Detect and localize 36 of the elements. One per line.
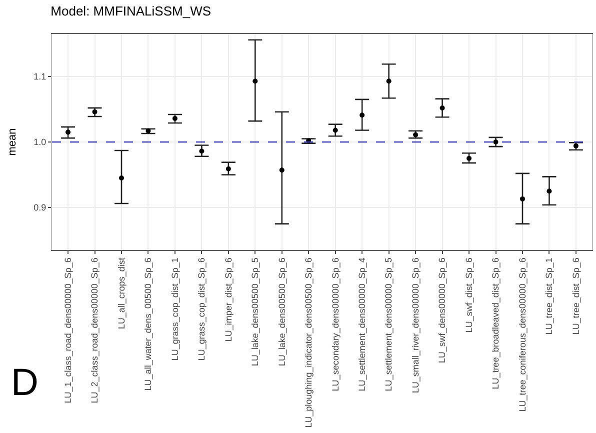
x-tick-label: LU_secondary_dens00000_Sp_6 [330,258,340,392]
x-tick-label: LU_lake_dens00500_Sp_6 [276,258,287,366]
point [360,112,365,118]
x-tick-label: LU_settlement_dens00000_Sp_5 [384,258,394,392]
y-tick-label: 0.9 [34,202,46,213]
y-axis-title: mean [6,128,18,156]
x-tick-label: LU_lake_dens00500_Sp_5 [250,258,260,366]
point [546,188,552,194]
y-tick-label: 1.0 [34,137,46,148]
point [252,78,258,84]
x-tick-label: LU_small_river_dens00000_Sp_6 [410,258,420,394]
x-tick-label: LU_imper_dist_Sp_6 [223,258,234,342]
x-tick-label: LU_all_crops_dist [116,257,126,330]
chart-title: Model: MMFINALiSSM_WS [50,4,212,19]
point [386,78,392,84]
x-tick-label: LU_ploughing_indicator_dens00500_Sp_6 [304,258,314,428]
x-tick-label: LU_grass_cop_dist_Sp_6 [196,258,207,361]
x-tick-label: LU_swf_dist_Sp_6 [464,258,474,333]
x-tick-label: LU_tree_dist_Sp_6 [570,258,581,335]
point [413,132,418,138]
x-tick-label: LU_all_water_dens_00500_Sp_6 [143,258,154,391]
x-tick-label: LU_grass_cop_dist_Sp_1 [170,258,180,361]
x-tick-label: LU_tree_coniferous_dens00000_Sp_6 [517,258,528,412]
x-tick-label: LU_2_class_road_dens00000_Sp_6 [90,258,100,404]
y-tick-label: 1.1 [34,72,46,82]
point [146,128,151,134]
x-tick-label: LU_tree_dist_Sp_1 [544,258,554,335]
point [573,143,578,148]
x-tick-label: LU_swf_dens00000_Sp_6 [437,258,448,364]
x-tick-label: LU_tree_broadleaved_dist_Sp_6 [490,258,501,390]
point [279,168,284,173]
x-tick-label: LU_settlement_dens00000_Sp_4 [357,258,368,392]
point [119,176,124,180]
point [520,196,525,202]
text: D [11,362,38,404]
x-tick-label: LU_1_class_road_dens00000_Sp_6 [62,258,73,404]
